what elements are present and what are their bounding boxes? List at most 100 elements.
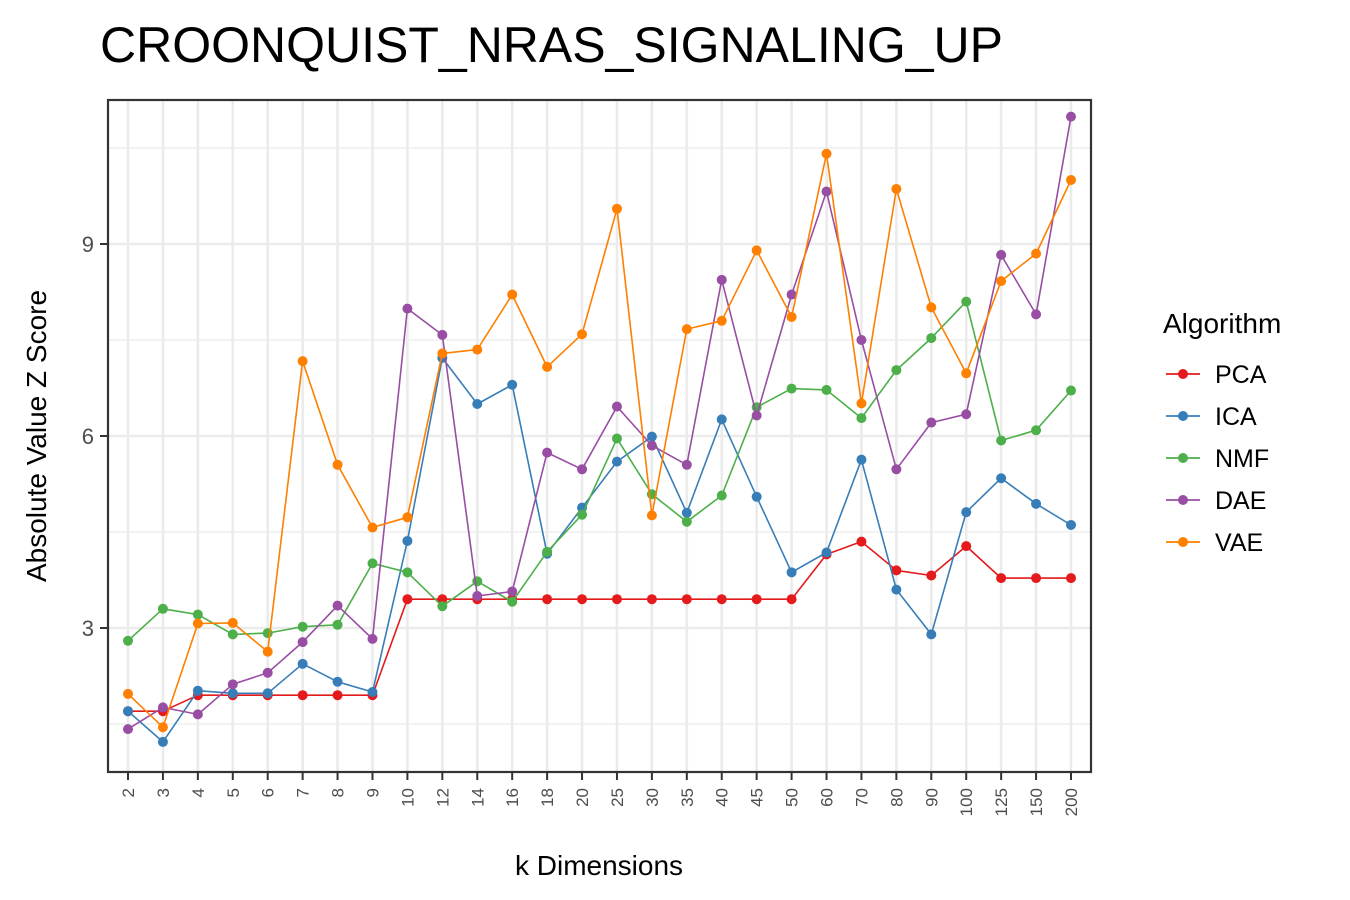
data-point-pca — [1031, 573, 1042, 584]
legend-key-point-pca — [1178, 369, 1188, 379]
legend-label-pca: PCA — [1215, 361, 1267, 389]
x-tick-label: 9 — [363, 788, 382, 797]
legend-key-point-dae — [1178, 495, 1188, 505]
data-point-ica — [716, 414, 727, 425]
data-point-ica — [751, 491, 762, 502]
data-point-vae — [961, 368, 972, 379]
series-layer — [123, 111, 1076, 747]
data-point-ica — [507, 379, 518, 390]
x-tick-label: 18 — [538, 788, 557, 807]
data-point-dae — [1066, 111, 1076, 122]
data-point-dae — [402, 303, 413, 314]
data-point-vae — [472, 344, 483, 355]
data-point-nmf — [472, 576, 483, 587]
data-point-ica — [1031, 498, 1042, 509]
data-point-vae — [297, 356, 308, 367]
data-point-pca — [402, 594, 413, 605]
x-tick-label: 2 — [119, 788, 138, 797]
data-point-nmf — [1031, 425, 1042, 436]
x-tick-label: 80 — [887, 788, 906, 807]
x-tick-label: 10 — [398, 788, 417, 807]
data-point-pca — [681, 594, 692, 605]
data-point-nmf — [716, 490, 727, 501]
legend-label-nmf: NMF — [1215, 445, 1269, 473]
legend-label-vae: VAE — [1215, 529, 1263, 557]
data-point-dae — [926, 417, 937, 428]
grid-lines — [108, 100, 1091, 772]
data-point-ica — [611, 456, 622, 467]
data-point-vae — [332, 459, 343, 470]
data-point-dae — [891, 464, 902, 475]
data-point-dae — [751, 410, 762, 421]
data-point-vae — [751, 245, 762, 256]
data-point-vae — [891, 183, 902, 194]
legend-label-dae: DAE — [1215, 487, 1266, 515]
data-point-ica — [891, 584, 902, 595]
data-point-pca — [961, 541, 972, 552]
data-point-vae — [402, 512, 413, 523]
series-line-dae — [127, 116, 1072, 730]
x-tick-label: 200 — [1062, 788, 1081, 816]
legend-key-point-ica — [1178, 411, 1188, 421]
x-tick-label: 30 — [643, 788, 662, 807]
data-point-nmf — [926, 333, 937, 344]
data-point-pca — [437, 594, 448, 605]
y-tick-label: 6 — [82, 424, 94, 449]
data-point-nmf — [367, 558, 378, 569]
data-point-vae — [507, 289, 518, 300]
data-point-ica — [367, 687, 378, 697]
data-point-vae — [1031, 248, 1042, 259]
data-point-pca — [926, 570, 937, 581]
x-tick-label: 14 — [468, 788, 487, 807]
data-point-ica — [926, 629, 937, 640]
legend-title: Algorithm — [1163, 308, 1281, 339]
data-point-dae — [507, 586, 518, 597]
data-point-ica — [996, 473, 1007, 484]
x-tick-label: 100 — [957, 788, 976, 816]
data-point-dae — [542, 447, 553, 458]
data-point-nmf — [611, 433, 622, 444]
data-point-nmf — [123, 635, 133, 646]
data-point-dae — [786, 289, 797, 300]
data-point-pca — [786, 594, 797, 605]
data-point-vae — [577, 329, 588, 340]
data-point-nmf — [402, 567, 413, 578]
data-point-nmf — [332, 619, 343, 630]
data-point-dae — [1031, 309, 1042, 320]
data-point-nmf — [297, 621, 308, 632]
series-line-ica — [127, 357, 1072, 743]
data-point-ica — [1066, 519, 1076, 530]
data-point-dae — [996, 249, 1007, 260]
data-point-dae — [472, 591, 483, 601]
data-point-nmf — [1066, 385, 1076, 396]
x-tick-label: 45 — [748, 788, 767, 807]
y-tick-label: 9 — [82, 232, 94, 257]
data-point-vae — [681, 324, 692, 335]
data-point-dae — [437, 329, 448, 340]
legend-key-point-vae — [1178, 537, 1188, 547]
data-point-ica — [227, 688, 238, 699]
data-point-ica — [192, 685, 203, 696]
legend-label-ica: ICA — [1215, 403, 1257, 431]
data-point-vae — [437, 348, 448, 359]
data-point-pca — [856, 536, 867, 547]
data-point-dae — [123, 724, 133, 735]
y-axis-title: Absolute Value Z Score — [21, 290, 52, 582]
data-point-dae — [821, 186, 832, 197]
data-point-vae — [262, 646, 273, 657]
data-point-dae — [716, 274, 727, 285]
data-point-ica — [123, 706, 133, 717]
data-point-pca — [751, 594, 762, 605]
data-point-dae — [157, 702, 168, 713]
x-tick-label: 7 — [294, 788, 313, 797]
data-point-pca — [332, 690, 343, 701]
series-line-nmf — [127, 300, 1072, 642]
data-point-ica — [821, 547, 832, 558]
data-point-pca — [646, 594, 657, 605]
data-point-pca — [611, 594, 622, 605]
data-point-pca — [297, 690, 308, 701]
data-point-ica — [856, 454, 867, 465]
x-tick-label: 40 — [713, 788, 732, 807]
x-tick-label: 70 — [852, 788, 871, 807]
